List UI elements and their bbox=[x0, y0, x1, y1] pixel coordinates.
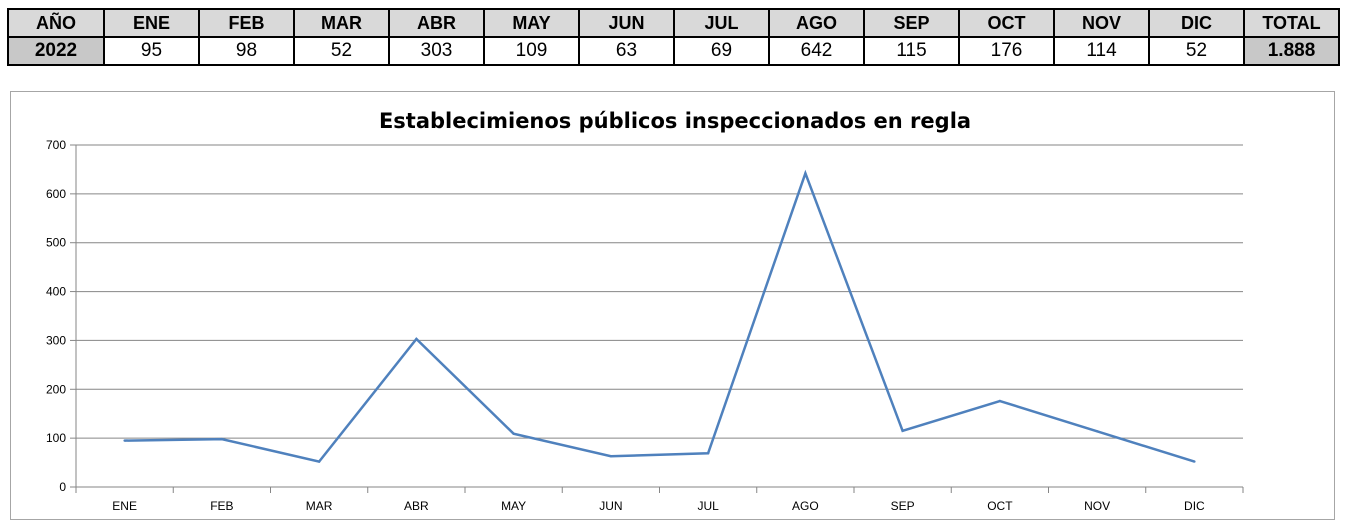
y-tick-label: 300 bbox=[46, 333, 66, 347]
data-point bbox=[220, 437, 224, 441]
x-tick-label: DIC bbox=[1184, 499, 1205, 513]
chart-title: Establecimienos públicos inspeccionados … bbox=[379, 109, 971, 133]
header-cell-total: TOTAL bbox=[1243, 8, 1340, 38]
data-point bbox=[1095, 430, 1099, 433]
x-tick-label: ABR bbox=[404, 499, 429, 513]
monthly-data-table: AÑO ENE FEB MAR ABR MAY JUN JUL AGO SEP … bbox=[7, 8, 1340, 66]
line-chart: Establecimienos públicos inspeccionados … bbox=[10, 91, 1335, 520]
y-tick-label: 0 bbox=[59, 480, 66, 494]
value-cell-month: 109 bbox=[483, 36, 580, 66]
axes bbox=[70, 144, 1244, 493]
value-cell-month: 176 bbox=[958, 36, 1055, 66]
tick-labels: 0 100 200 300 400 500 600 700 ENE FEB MAR ABR MAY JUN… bbox=[46, 138, 1205, 513]
table-values-row: 2022 95 98 52 303 109 63 69 642 115 176 … bbox=[7, 36, 1340, 66]
data-point bbox=[609, 455, 613, 458]
header-cell-month: JUL bbox=[673, 8, 770, 38]
header-cell-month: NOV bbox=[1053, 8, 1150, 38]
x-tick-label: JUN bbox=[599, 499, 622, 513]
header-cell-month: JUN bbox=[578, 8, 675, 38]
x-tick-label: NOV bbox=[1084, 499, 1110, 513]
y-tick-label: 100 bbox=[46, 431, 66, 445]
x-tick-label: MAY bbox=[501, 499, 526, 513]
chart-canvas: Establecimienos públicos inspeccionados … bbox=[46, 109, 1244, 513]
value-cell-month: 642 bbox=[768, 36, 865, 66]
header-cell-month: FEB bbox=[198, 8, 295, 38]
header-cell-month: DIC bbox=[1148, 8, 1245, 38]
data-point bbox=[317, 460, 321, 463]
y-tick-label: 400 bbox=[46, 285, 66, 299]
value-cell-month: 69 bbox=[673, 36, 770, 66]
value-cell-month: 303 bbox=[388, 36, 485, 66]
table-header-row: AÑO ENE FEB MAR ABR MAY JUN JUL AGO SEP … bbox=[7, 8, 1340, 38]
header-cell-month: ENE bbox=[103, 8, 200, 38]
header-cell-month: MAR bbox=[293, 8, 390, 38]
value-cell-year: 2022 bbox=[7, 36, 105, 66]
value-cell-month: 52 bbox=[1148, 36, 1245, 66]
series-line bbox=[124, 169, 1195, 463]
data-point bbox=[1193, 460, 1196, 463]
header-cell-month: ABR bbox=[388, 8, 485, 38]
value-cell-month: 63 bbox=[578, 36, 675, 66]
data-point bbox=[706, 452, 710, 455]
value-cell-month: 114 bbox=[1053, 36, 1150, 66]
series bbox=[123, 169, 1196, 463]
value-cell-total: 1.888 bbox=[1243, 36, 1340, 66]
y-tick-label: 500 bbox=[46, 236, 66, 250]
data-point bbox=[123, 439, 126, 442]
x-tick-label: AGO bbox=[792, 499, 819, 513]
y-tick-label: 700 bbox=[46, 138, 66, 152]
x-tick-label: SEP bbox=[891, 499, 915, 513]
header-cell-month: MAY bbox=[483, 8, 580, 38]
header-cell-year: AÑO bbox=[7, 8, 105, 38]
x-tick-label: OCT bbox=[987, 499, 1013, 513]
data-point bbox=[804, 172, 807, 175]
data-point bbox=[998, 399, 1002, 403]
value-cell-month: 98 bbox=[198, 36, 295, 66]
value-cell-month: 52 bbox=[293, 36, 390, 66]
header-cell-month: SEP bbox=[863, 8, 960, 38]
header-cell-month: AGO bbox=[768, 8, 865, 38]
y-tick-label: 200 bbox=[46, 382, 66, 396]
x-tick-label: FEB bbox=[210, 499, 233, 513]
gridlines bbox=[76, 144, 1243, 439]
data-point bbox=[415, 337, 418, 341]
value-cell-month: 115 bbox=[863, 36, 960, 66]
x-tick-label: ENE bbox=[112, 499, 137, 513]
y-tick-label: 600 bbox=[46, 187, 66, 201]
x-tick-label: MAR bbox=[306, 499, 333, 513]
header-cell-month: OCT bbox=[958, 8, 1055, 38]
data-point bbox=[512, 432, 515, 435]
x-tick-label: JUL bbox=[697, 499, 719, 513]
value-cell-month: 95 bbox=[103, 36, 200, 66]
data-point bbox=[901, 429, 904, 433]
